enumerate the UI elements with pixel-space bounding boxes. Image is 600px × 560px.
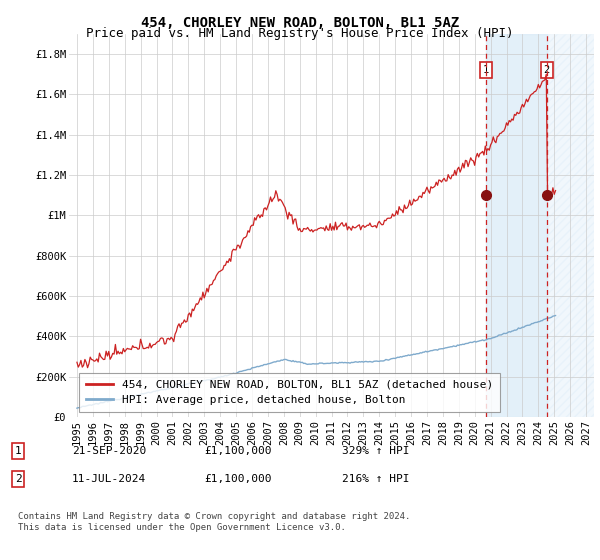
Bar bbox=[486, 34, 547, 417]
Text: 2: 2 bbox=[544, 65, 550, 75]
Text: 454, CHORLEY NEW ROAD, BOLTON, BL1 5AZ: 454, CHORLEY NEW ROAD, BOLTON, BL1 5AZ bbox=[141, 16, 459, 30]
Text: 1: 1 bbox=[14, 446, 22, 456]
Legend: 454, CHORLEY NEW ROAD, BOLTON, BL1 5AZ (detached house), HPI: Average price, det: 454, CHORLEY NEW ROAD, BOLTON, BL1 5AZ (… bbox=[79, 373, 500, 412]
Text: Price paid vs. HM Land Registry's House Price Index (HPI): Price paid vs. HM Land Registry's House … bbox=[86, 27, 514, 40]
Text: 216% ↑ HPI: 216% ↑ HPI bbox=[342, 474, 409, 484]
Text: Contains HM Land Registry data © Crown copyright and database right 2024.
This d: Contains HM Land Registry data © Crown c… bbox=[18, 512, 410, 532]
Text: £1,100,000: £1,100,000 bbox=[204, 474, 271, 484]
Text: 2: 2 bbox=[14, 474, 22, 484]
Bar bbox=[547, 34, 594, 417]
Text: 11-JUL-2024: 11-JUL-2024 bbox=[72, 474, 146, 484]
Text: 1: 1 bbox=[483, 65, 489, 75]
Text: 329% ↑ HPI: 329% ↑ HPI bbox=[342, 446, 409, 456]
Text: 21-SEP-2020: 21-SEP-2020 bbox=[72, 446, 146, 456]
Text: £1,100,000: £1,100,000 bbox=[204, 446, 271, 456]
